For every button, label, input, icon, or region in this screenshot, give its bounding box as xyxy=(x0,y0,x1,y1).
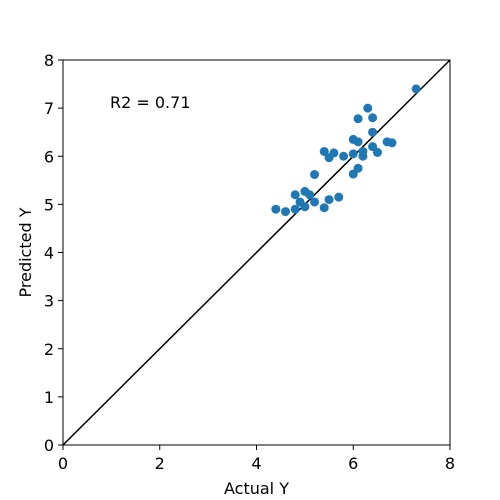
data-point xyxy=(358,151,368,161)
x-tick-label: 6 xyxy=(348,454,358,473)
points-layer xyxy=(271,84,421,217)
data-point xyxy=(411,84,421,94)
x-tick-label: 4 xyxy=(251,454,261,473)
y-tick-label: 6 xyxy=(44,147,54,166)
x-tick-label: 0 xyxy=(58,454,68,473)
x-tick-label: 8 xyxy=(445,454,455,473)
annotation-r2: R2 = 0.71 xyxy=(110,93,191,112)
data-point xyxy=(305,190,315,200)
data-point xyxy=(300,202,310,212)
reference-line-layer xyxy=(62,59,451,446)
data-point xyxy=(319,146,329,156)
data-point xyxy=(271,204,281,214)
data-point xyxy=(339,151,349,161)
data-point xyxy=(353,114,363,124)
data-point xyxy=(353,163,363,173)
data-point xyxy=(368,113,378,123)
data-point xyxy=(319,203,329,213)
data-point xyxy=(348,149,358,159)
data-point xyxy=(290,190,300,200)
x-axis-ticks: 0 2 4 6 8 xyxy=(58,445,455,473)
x-axis-label: Actual Y xyxy=(224,479,289,498)
reference-line xyxy=(62,59,451,446)
data-point xyxy=(310,170,320,180)
y-tick-label: 2 xyxy=(44,340,54,359)
data-point xyxy=(329,148,339,158)
data-point xyxy=(324,195,334,205)
data-point xyxy=(353,137,363,147)
data-point xyxy=(334,192,344,202)
y-tick-label: 5 xyxy=(44,195,54,214)
data-point xyxy=(363,103,373,113)
y-tick-label: 8 xyxy=(44,51,54,70)
y-tick-label: 3 xyxy=(44,292,54,311)
data-point xyxy=(368,127,378,137)
data-point xyxy=(290,204,300,214)
y-tick-label: 4 xyxy=(44,244,54,263)
y-tick-label: 7 xyxy=(44,99,54,118)
data-point xyxy=(387,138,397,148)
data-point xyxy=(372,147,382,157)
data-point xyxy=(281,207,291,217)
data-point xyxy=(310,197,320,207)
y-axis-label: Predicted Y xyxy=(16,207,35,297)
y-tick-label: 0 xyxy=(44,436,54,455)
x-tick-label: 2 xyxy=(155,454,165,473)
y-tick-label: 1 xyxy=(44,388,54,407)
y-axis-ticks: 0 1 2 3 4 5 6 7 8 xyxy=(44,51,63,455)
